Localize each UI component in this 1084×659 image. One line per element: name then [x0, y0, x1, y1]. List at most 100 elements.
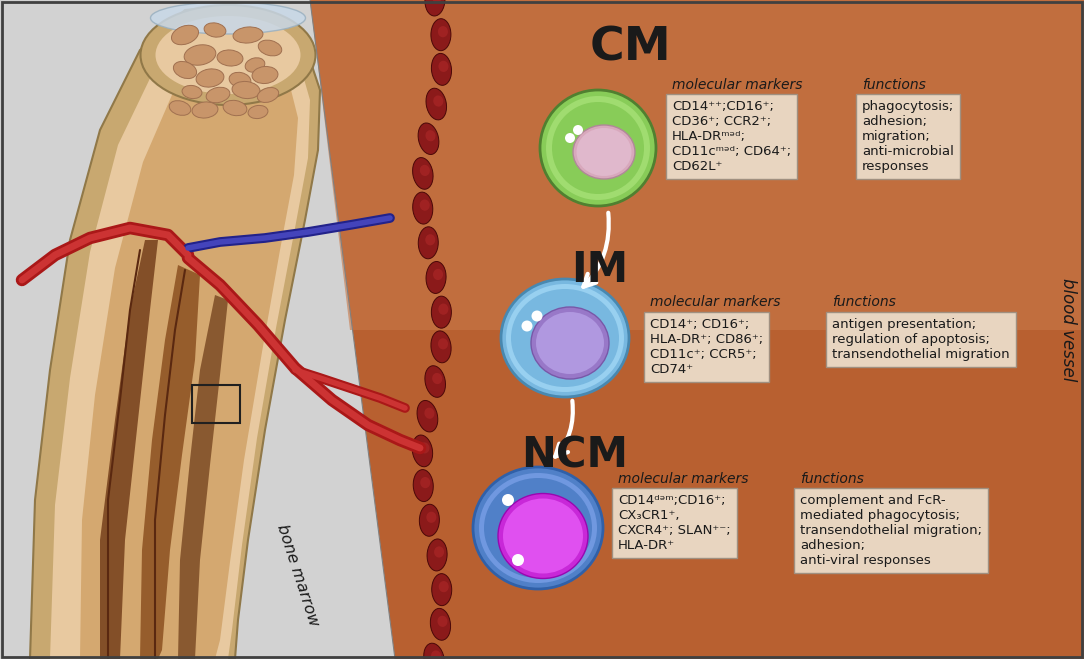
Ellipse shape	[413, 158, 434, 189]
Ellipse shape	[433, 373, 442, 384]
Ellipse shape	[438, 338, 448, 349]
Ellipse shape	[425, 234, 436, 245]
Ellipse shape	[425, 130, 436, 141]
Ellipse shape	[438, 616, 448, 627]
Bar	[192, 385, 240, 423]
Text: CD14⁺⁺;CD16⁺;
CD36⁺; CCR2⁺;
HLA-DRᵐᵊᵈ;
CD11cᵐᵊᵈ; CD64⁺;
CD62L⁺: CD14⁺⁺;CD16⁺; CD36⁺; CCR2⁺; HLA-DRᵐᵊᵈ; C…	[672, 100, 791, 173]
Ellipse shape	[424, 643, 444, 659]
Ellipse shape	[223, 100, 247, 116]
Ellipse shape	[426, 262, 447, 293]
Ellipse shape	[418, 227, 438, 259]
Text: CD14⁺; CD16⁺;
HLA-DR⁺; CD86⁺;
CD11c⁺; CCR5⁺;
CD74⁺: CD14⁺; CD16⁺; HLA-DR⁺; CD86⁺; CD11c⁺; CC…	[650, 318, 763, 376]
Ellipse shape	[439, 581, 449, 592]
Ellipse shape	[430, 608, 451, 641]
Ellipse shape	[438, 26, 448, 38]
Ellipse shape	[418, 123, 439, 154]
Ellipse shape	[426, 511, 437, 523]
Ellipse shape	[535, 312, 604, 374]
Ellipse shape	[434, 546, 444, 558]
Polygon shape	[50, 20, 310, 659]
Text: blood vessel: blood vessel	[1059, 278, 1077, 382]
Ellipse shape	[425, 0, 444, 16]
Text: functions: functions	[833, 295, 895, 309]
Ellipse shape	[217, 50, 243, 66]
Ellipse shape	[420, 504, 439, 536]
Text: bone marrow: bone marrow	[274, 522, 322, 628]
Polygon shape	[0, 0, 395, 659]
Circle shape	[521, 320, 532, 331]
Circle shape	[565, 133, 575, 143]
Ellipse shape	[506, 284, 624, 392]
Ellipse shape	[438, 304, 449, 315]
Polygon shape	[30, 5, 320, 659]
Ellipse shape	[431, 0, 442, 3]
Text: IM: IM	[571, 249, 629, 291]
Ellipse shape	[431, 650, 441, 659]
Circle shape	[531, 310, 542, 322]
Ellipse shape	[192, 102, 218, 118]
Ellipse shape	[258, 40, 282, 56]
Ellipse shape	[425, 366, 446, 397]
Ellipse shape	[431, 53, 452, 85]
Ellipse shape	[229, 72, 250, 88]
Ellipse shape	[573, 125, 635, 179]
Polygon shape	[100, 240, 158, 659]
Text: molecular markers: molecular markers	[618, 472, 748, 486]
Ellipse shape	[141, 5, 315, 105]
Circle shape	[573, 125, 583, 135]
Circle shape	[502, 494, 514, 506]
Ellipse shape	[425, 408, 435, 418]
Ellipse shape	[182, 86, 202, 99]
Circle shape	[540, 90, 656, 206]
Ellipse shape	[233, 27, 263, 43]
Ellipse shape	[155, 16, 300, 94]
Ellipse shape	[479, 473, 597, 583]
Ellipse shape	[196, 69, 224, 87]
Text: complement and FcR-
mediated phagocytosis;
transendothelial migration;
adhesion;: complement and FcR- mediated phagocytosi…	[800, 494, 982, 567]
Ellipse shape	[245, 58, 264, 72]
Ellipse shape	[251, 67, 278, 84]
Circle shape	[552, 102, 644, 194]
Text: NCM: NCM	[521, 434, 629, 476]
Ellipse shape	[421, 477, 430, 488]
Text: functions: functions	[862, 78, 926, 92]
Ellipse shape	[413, 470, 434, 501]
Ellipse shape	[412, 435, 433, 467]
Ellipse shape	[438, 61, 449, 72]
Ellipse shape	[173, 61, 196, 78]
Ellipse shape	[413, 192, 433, 224]
Ellipse shape	[417, 401, 438, 432]
Ellipse shape	[232, 82, 260, 99]
Text: phagocytosis;
adhesion;
migration;
anti-microbial
responses: phagocytosis; adhesion; migration; anti-…	[862, 100, 954, 173]
Polygon shape	[310, 0, 1084, 330]
Ellipse shape	[184, 45, 216, 65]
Ellipse shape	[501, 279, 629, 397]
Ellipse shape	[427, 539, 447, 571]
Text: functions: functions	[800, 472, 864, 486]
Polygon shape	[178, 295, 228, 659]
Ellipse shape	[206, 87, 230, 103]
Ellipse shape	[257, 88, 279, 103]
Ellipse shape	[511, 289, 619, 387]
Ellipse shape	[483, 478, 592, 578]
Polygon shape	[140, 265, 201, 659]
Circle shape	[512, 554, 524, 566]
Ellipse shape	[531, 307, 609, 379]
Ellipse shape	[434, 96, 443, 107]
Ellipse shape	[169, 101, 191, 115]
Ellipse shape	[577, 128, 632, 176]
Polygon shape	[80, 40, 298, 659]
Ellipse shape	[420, 442, 429, 453]
Ellipse shape	[248, 105, 268, 119]
Circle shape	[546, 96, 650, 200]
Ellipse shape	[431, 331, 451, 363]
Ellipse shape	[151, 2, 306, 34]
Ellipse shape	[498, 494, 588, 579]
Ellipse shape	[420, 165, 430, 176]
Ellipse shape	[473, 467, 603, 589]
Ellipse shape	[171, 25, 198, 45]
Ellipse shape	[204, 23, 225, 37]
Text: CM: CM	[589, 26, 671, 71]
Text: antigen presentation;
regulation of apoptosis;
transendothelial migration: antigen presentation; regulation of apop…	[833, 318, 1009, 361]
Ellipse shape	[431, 573, 452, 606]
